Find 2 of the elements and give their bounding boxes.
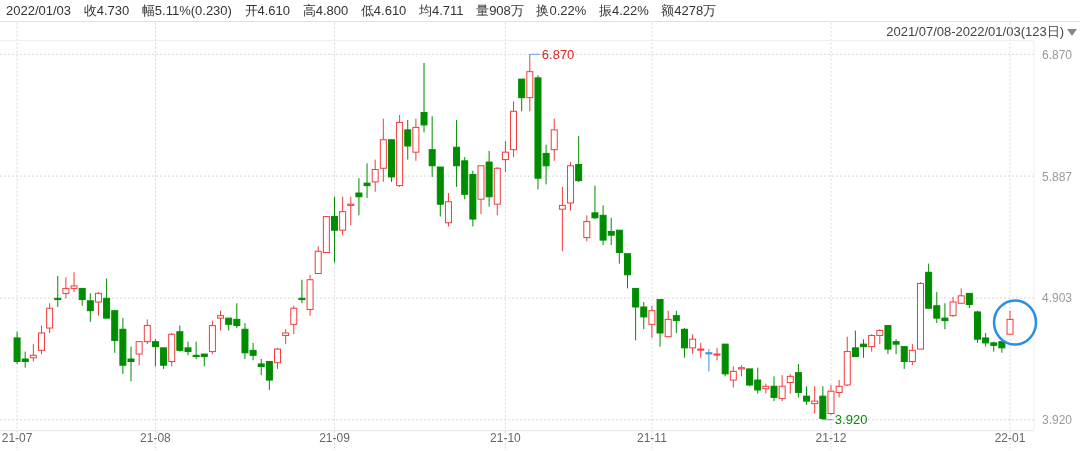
title: 2022/01/03 收4.730 幅5.11%(0.230) 开4.610 高4.800 低4.610 均4.711 量908万 换0.22% 振4.22% 额4278万 <box>6 3 717 18</box>
subtitle: 2021/07/08-2022/01/03(123日) <box>886 24 1064 39</box>
